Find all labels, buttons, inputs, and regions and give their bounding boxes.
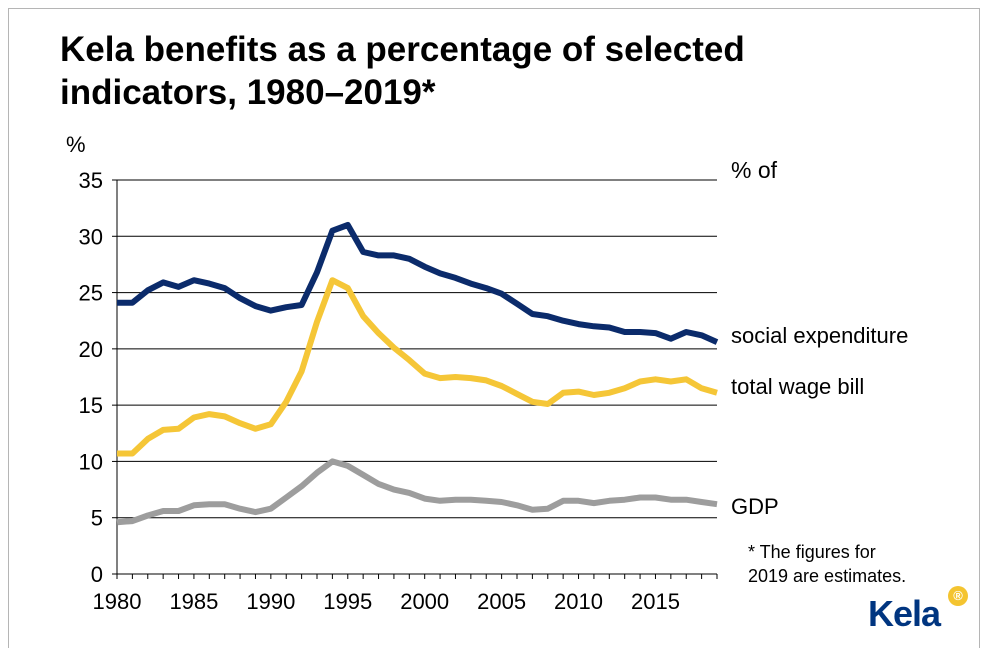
x-tick-label: 1990 bbox=[246, 589, 295, 614]
footnote-line-1: * The figures for bbox=[748, 542, 876, 562]
series-lines bbox=[116, 222, 719, 526]
series-line-gdp bbox=[116, 458, 718, 526]
x-tick-label: 2005 bbox=[477, 589, 526, 614]
series-line-total-wage-bill bbox=[117, 277, 718, 457]
x-tick-label: 2010 bbox=[554, 589, 603, 614]
series-labels: social expenditure total wage bill GDP bbox=[731, 323, 908, 519]
chart-frame bbox=[8, 8, 980, 648]
legend-heading: % of bbox=[731, 157, 778, 183]
chart-title: Kela benefits as a percentage of selecte… bbox=[60, 30, 745, 112]
y-tick-label: 30 bbox=[79, 224, 103, 249]
gridlines bbox=[117, 179, 717, 519]
series-line-social-expenditure bbox=[117, 222, 719, 345]
kela-logo-badge-icon: ® bbox=[948, 586, 968, 606]
x-tick-label: 2000 bbox=[400, 589, 449, 614]
x-tick-label: 1995 bbox=[323, 589, 372, 614]
y-tick-label: 20 bbox=[79, 337, 103, 362]
y-tick-label: 10 bbox=[79, 449, 103, 474]
x-tick-label: 1985 bbox=[169, 589, 218, 614]
x-tick-label: 2015 bbox=[631, 589, 680, 614]
y-axis-label: % bbox=[66, 132, 86, 157]
y-tick-label: 35 bbox=[79, 168, 103, 193]
series-label-gdp: GDP bbox=[731, 494, 779, 519]
y-tick-label: 5 bbox=[91, 506, 103, 531]
series-label-total-wage-bill: total wage bill bbox=[731, 374, 864, 399]
y-tick-label: 0 bbox=[91, 562, 103, 587]
series-label-social-expenditure: social expenditure bbox=[731, 323, 908, 348]
x-tick-labels: 1980 1985 1990 1995 2000 2005 2010 2015 bbox=[93, 589, 680, 614]
axes bbox=[112, 179, 718, 579]
y-tick-label: 25 bbox=[79, 281, 103, 306]
x-tick-label: 1980 bbox=[93, 589, 142, 614]
y-tick-label: 15 bbox=[79, 393, 103, 418]
kela-logo: Kela bbox=[868, 593, 941, 634]
y-tick-labels: 0 5 10 15 20 25 30 35 bbox=[79, 168, 103, 587]
footnote-line-2: 2019 are estimates. bbox=[748, 566, 906, 586]
